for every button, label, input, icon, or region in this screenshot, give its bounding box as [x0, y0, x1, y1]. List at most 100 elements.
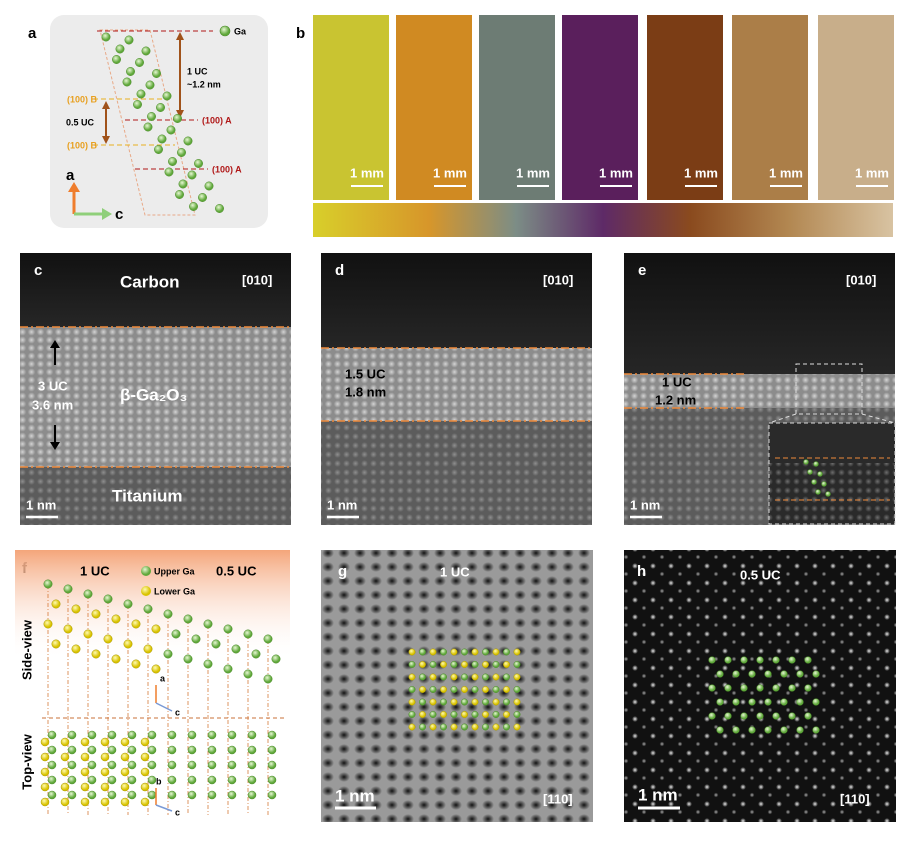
atom	[408, 686, 416, 693]
atom	[740, 712, 748, 720]
atom	[825, 491, 831, 497]
film-lattice	[20, 327, 291, 467]
panel-bg	[50, 15, 268, 228]
atom	[100, 797, 110, 807]
atom	[166, 125, 176, 135]
atom	[804, 684, 812, 692]
atom	[440, 711, 447, 718]
atom	[133, 100, 142, 109]
atom	[815, 489, 821, 495]
atom	[796, 670, 804, 678]
atom	[183, 136, 193, 146]
atom	[772, 684, 780, 692]
atom	[112, 55, 121, 64]
annotation: 0.5 UC	[740, 567, 781, 582]
atom	[204, 181, 214, 191]
atom	[267, 730, 277, 740]
atom	[198, 193, 207, 202]
atom	[100, 782, 110, 792]
panel-label: d	[335, 262, 344, 279]
atom	[126, 67, 135, 76]
atom	[178, 179, 188, 189]
atom	[513, 661, 521, 668]
atom	[67, 790, 77, 800]
atom	[812, 670, 820, 678]
panel-label: e	[638, 262, 646, 279]
plane-label: (100) B	[67, 94, 98, 104]
atom	[780, 698, 788, 706]
atom	[492, 711, 500, 718]
atom	[513, 698, 521, 706]
atom	[513, 673, 521, 681]
atom	[151, 664, 161, 674]
atom	[207, 745, 217, 755]
atom	[419, 723, 426, 731]
atom	[120, 767, 130, 777]
atom	[107, 775, 117, 785]
atom	[107, 745, 117, 755]
atom	[87, 745, 97, 755]
arrow	[50, 442, 60, 450]
atom	[756, 684, 764, 692]
atom	[177, 148, 186, 157]
atom	[223, 664, 233, 674]
atom	[167, 775, 177, 785]
legend-atom	[141, 586, 151, 596]
annotation: 1.8 nm	[345, 384, 386, 399]
atom	[724, 656, 732, 664]
atom	[513, 686, 521, 693]
atom	[503, 661, 510, 668]
axis-arrow	[68, 182, 80, 192]
atom	[461, 673, 468, 681]
capping	[321, 253, 592, 348]
atom	[163, 649, 173, 659]
sample-photo	[479, 15, 555, 200]
atom	[780, 726, 788, 734]
atom	[482, 661, 489, 668]
atom	[87, 775, 97, 785]
panel-label: g	[338, 563, 347, 580]
atom	[748, 670, 756, 678]
atom	[450, 711, 458, 718]
atom	[203, 659, 213, 669]
atom	[147, 730, 157, 740]
atom	[440, 723, 447, 731]
atom	[788, 712, 796, 720]
atom	[772, 656, 780, 664]
stem-image	[321, 550, 593, 822]
atom	[788, 684, 796, 692]
legend-label: Ga	[234, 26, 247, 36]
arrow	[102, 136, 110, 144]
panel-label: a	[28, 25, 37, 42]
atom	[47, 790, 57, 800]
atom	[168, 157, 177, 166]
atom	[408, 698, 416, 706]
atom	[492, 686, 500, 693]
atom	[813, 461, 819, 467]
annotation: 0.5 UC	[216, 563, 257, 578]
atom	[716, 698, 724, 706]
atom	[492, 723, 500, 731]
atom	[450, 661, 458, 668]
sample-photo	[562, 15, 638, 200]
atom	[492, 648, 500, 656]
atom	[227, 775, 237, 785]
atom	[419, 686, 426, 693]
atom	[440, 673, 447, 681]
atom	[111, 654, 121, 664]
axis-label: a	[66, 167, 75, 184]
scale-label: 1 nm	[630, 497, 660, 512]
atom	[450, 673, 458, 681]
atom	[80, 797, 90, 807]
atom	[87, 760, 97, 770]
atom	[123, 639, 133, 649]
legend-atom	[219, 25, 231, 37]
zone-axis: [010]	[242, 272, 272, 287]
sample-photo	[396, 15, 472, 200]
atom	[67, 745, 77, 755]
arrow	[50, 340, 60, 348]
atom	[187, 745, 197, 755]
atom	[271, 654, 281, 664]
atom	[154, 145, 163, 154]
atom	[207, 790, 217, 800]
